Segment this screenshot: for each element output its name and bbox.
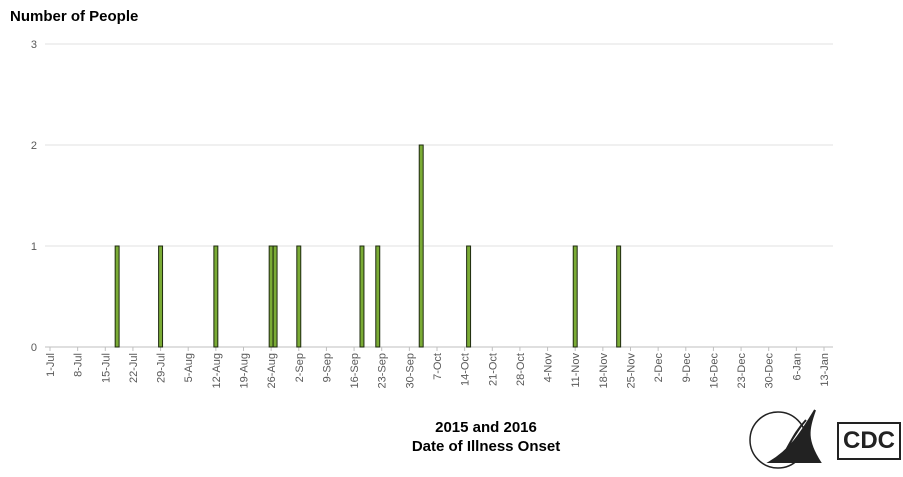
y-tick-label: 0 bbox=[31, 342, 37, 354]
x-tick-label: 19-Aug bbox=[239, 353, 251, 388]
bar bbox=[616, 245, 622, 348]
x-tick-label: 16-Dec bbox=[708, 353, 720, 389]
x-tick-label: 15-Jul bbox=[100, 353, 112, 383]
x-tick-label: 22-Jul bbox=[128, 353, 140, 383]
x-tick-label: 4-Nov bbox=[543, 353, 555, 383]
bar bbox=[466, 245, 472, 348]
x-tick-label: 13-Jan bbox=[819, 353, 831, 387]
x-tick-label: 30-Dec bbox=[764, 353, 776, 389]
bar bbox=[296, 245, 302, 348]
x-axis-title: Date of Illness Onset bbox=[412, 438, 560, 455]
x-tick-label: 29-Jul bbox=[156, 353, 168, 383]
x-tick-label: 11-Nov bbox=[570, 353, 582, 388]
y-tick-label: 1 bbox=[31, 241, 37, 253]
x-tick-label: 26-Aug bbox=[266, 353, 278, 388]
x-tick-label: 30-Sep bbox=[404, 353, 416, 388]
x-axis-title: 2015 and 2016 bbox=[435, 419, 537, 436]
x-tick-label: 7-Oct bbox=[432, 353, 444, 380]
bar bbox=[572, 245, 578, 348]
bar bbox=[213, 245, 219, 348]
y-tick-label: 2 bbox=[31, 140, 37, 152]
bar bbox=[268, 245, 274, 348]
bar bbox=[114, 245, 120, 348]
logo-text: CDC bbox=[843, 427, 895, 454]
x-tick-label: 16-Sep bbox=[349, 353, 361, 388]
x-tick-label: 23-Sep bbox=[377, 353, 389, 388]
x-tick-label: 23-Dec bbox=[736, 353, 748, 389]
bar bbox=[158, 245, 164, 348]
bar bbox=[272, 245, 278, 348]
x-tick-label: 8-Jul bbox=[73, 353, 85, 377]
x-tick-label: 1-Jul bbox=[45, 353, 57, 377]
x-tick-label: 25-Nov bbox=[626, 353, 638, 389]
x-tick-label: 5-Aug bbox=[183, 353, 195, 382]
bar bbox=[359, 245, 365, 348]
x-tick-label: 6-Jan bbox=[791, 353, 803, 381]
x-tick-label: 14-Oct bbox=[460, 353, 472, 386]
hhs-logo bbox=[749, 409, 822, 469]
y-tick-label: 3 bbox=[31, 39, 37, 51]
x-tick-label: 9-Sep bbox=[321, 353, 333, 382]
x-tick-label: 21-Oct bbox=[487, 353, 499, 386]
bar bbox=[375, 245, 381, 348]
x-tick-label: 18-Nov bbox=[598, 353, 610, 389]
x-tick-label: 12-Aug bbox=[211, 353, 223, 388]
bar bbox=[418, 144, 424, 348]
x-tick-label: 2-Sep bbox=[294, 353, 306, 382]
x-tick-label: 28-Oct bbox=[515, 353, 527, 386]
x-tick-label: 2-Dec bbox=[653, 353, 665, 383]
chart-title: Number of People bbox=[10, 8, 138, 25]
cdc-logo: CDC bbox=[837, 422, 901, 460]
x-tick-label: 9-Dec bbox=[681, 353, 693, 383]
